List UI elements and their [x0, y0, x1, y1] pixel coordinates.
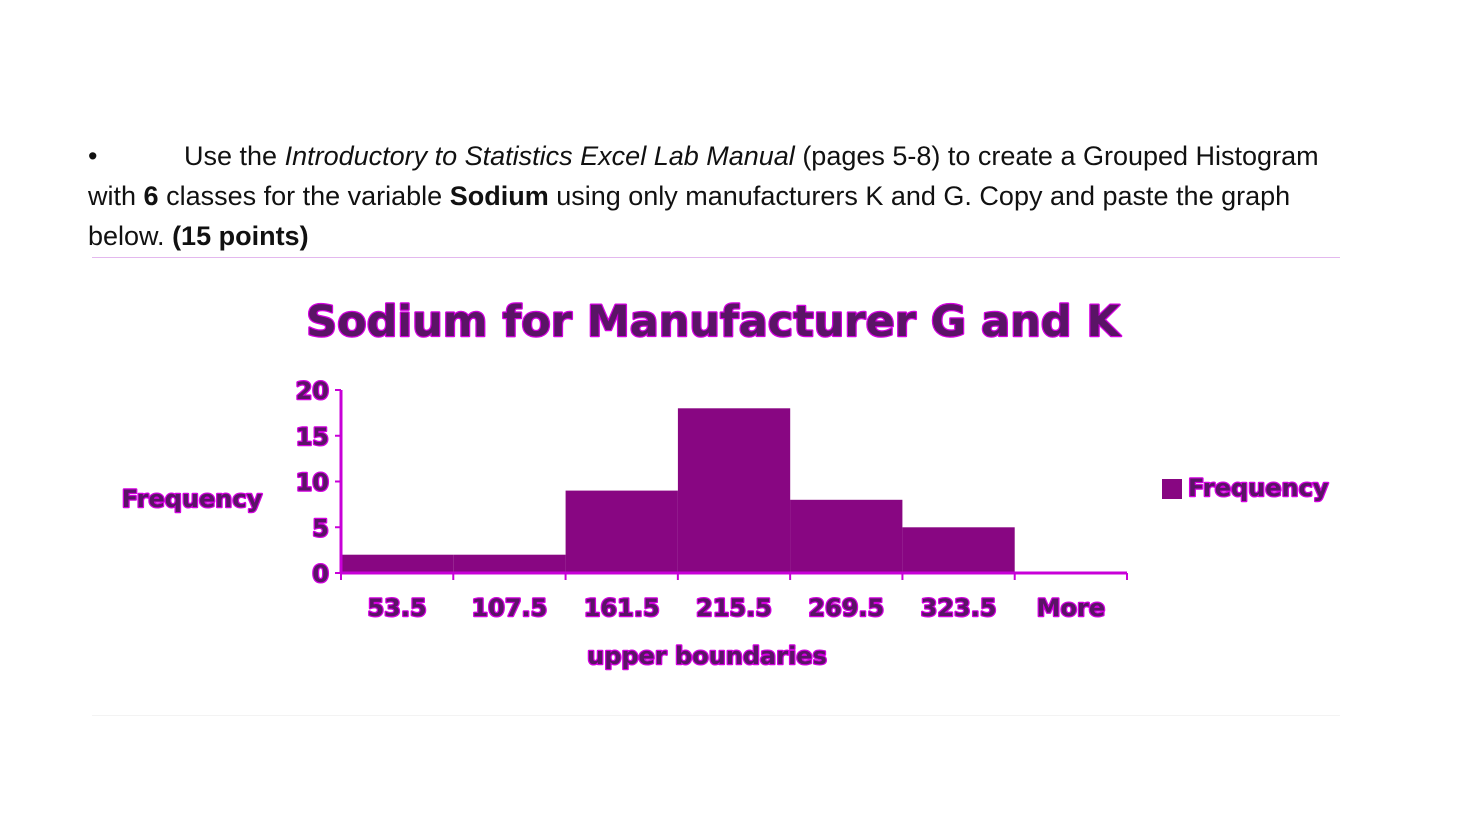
x-tick-label: 269.5	[808, 594, 884, 622]
axes-group	[335, 389, 1128, 580]
legend-swatch	[1162, 479, 1182, 499]
instruction-text-4: using only manufacturers K and G. Copy a…	[88, 181, 1291, 251]
x-axis-title: upper boundaries	[587, 642, 827, 670]
y-tick-label: 10	[296, 469, 329, 497]
instruction-text-1: Use the	[184, 141, 285, 171]
histogram-bar	[341, 554, 454, 573]
y-tick-label: 0	[312, 560, 329, 588]
chart-title: Sodium for Manufacturer G and K	[306, 297, 1121, 347]
bars-group	[341, 408, 1015, 574]
x-tick-label: 215.5	[696, 594, 772, 622]
labels-group: Sodium for Manufacturer G and K Frequenc…	[121, 296, 1331, 672]
x-tick-label: 161.5	[584, 594, 660, 622]
top-divider	[92, 257, 1340, 258]
question-instructions: • Use the Introductory to Statistics Exce…	[88, 136, 1348, 256]
bullet-marker: •	[88, 141, 98, 171]
variable-name: Sodium	[449, 181, 549, 211]
histogram-bar	[453, 554, 566, 573]
y-axis-title: Frequency	[122, 485, 263, 513]
y-tick-label: 5	[312, 514, 329, 542]
classes-count: 6	[143, 181, 159, 211]
y-tick-label: 15	[296, 423, 329, 451]
histogram-bar	[790, 499, 903, 573]
x-tick-label: 323.5	[921, 594, 997, 622]
legend-label: Frequency	[1188, 474, 1329, 502]
x-tick-label: More	[1037, 594, 1105, 622]
manual-title: Introductory to Statistics Excel Lab Man…	[284, 141, 795, 171]
bottom-divider	[92, 715, 1340, 716]
histogram-bar	[902, 527, 1015, 574]
instruction-text-2: (pages 5-8) to create a Grouped Histogra…	[88, 141, 1319, 211]
x-tick-label: 53.5	[367, 594, 426, 622]
y-tick-label: 20	[296, 377, 329, 405]
points-value: (15 points)	[172, 221, 309, 251]
x-tick-label: 107.5	[471, 594, 547, 622]
histogram-bar	[677, 408, 791, 573]
histogram-bar	[565, 490, 678, 573]
instruction-text-3: classes for the variable	[158, 181, 450, 211]
